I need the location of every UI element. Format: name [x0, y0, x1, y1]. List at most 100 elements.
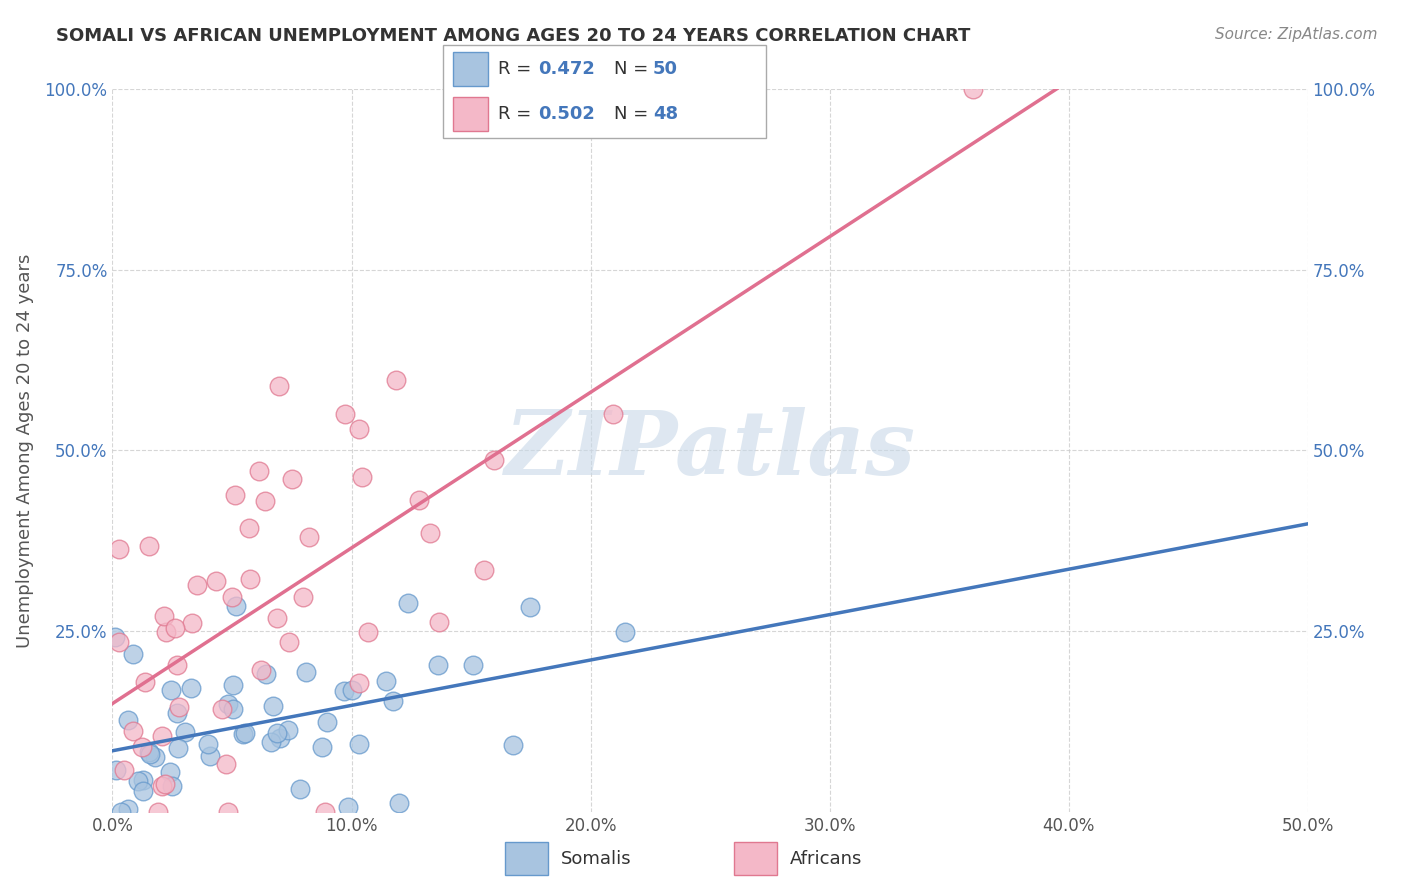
Point: [132, 772, 155, 787]
Text: 48: 48: [654, 105, 678, 123]
Point: [614, 625, 637, 640]
Point: [174, 724, 197, 739]
Point: [205, 574, 228, 588]
Point: [519, 599, 541, 614]
Point: [181, 615, 204, 630]
Point: [266, 726, 288, 740]
Point: [169, 699, 191, 714]
Point: [340, 683, 363, 698]
Point: [298, 530, 321, 544]
Point: [153, 777, 176, 791]
Bar: [453, 97, 488, 131]
Point: [110, 805, 132, 819]
Point: [138, 539, 160, 553]
Text: ZIPatlas: ZIPatlas: [505, 408, 915, 493]
Point: [461, 657, 484, 672]
Point: [180, 681, 202, 696]
Point: [162, 780, 184, 794]
Point: [427, 615, 450, 629]
Point: [211, 702, 233, 716]
Point: [224, 488, 246, 502]
Point: [148, 805, 170, 819]
Point: [138, 747, 160, 761]
Point: [150, 780, 173, 794]
Point: [314, 805, 336, 819]
Point: [134, 675, 156, 690]
Point: [962, 82, 984, 96]
Point: [472, 563, 495, 577]
Point: [166, 706, 188, 721]
Point: [502, 738, 524, 752]
Point: [311, 740, 333, 755]
Point: [239, 572, 262, 586]
Point: [155, 625, 177, 640]
Point: [482, 453, 505, 467]
Point: [152, 729, 174, 743]
Point: [419, 526, 441, 541]
Point: [152, 609, 174, 624]
Point: [225, 599, 247, 613]
Point: [277, 723, 299, 738]
Point: [221, 591, 243, 605]
Point: [352, 469, 374, 483]
Point: [396, 596, 419, 610]
Text: N =: N =: [614, 60, 654, 78]
Point: [143, 750, 166, 764]
Point: [167, 740, 190, 755]
Point: [217, 805, 239, 819]
Point: [347, 422, 370, 436]
Text: R =: R =: [498, 105, 537, 123]
Text: 50: 50: [654, 60, 678, 78]
FancyBboxPatch shape: [443, 45, 766, 138]
Point: [222, 701, 245, 715]
Point: [388, 796, 411, 810]
Point: [269, 731, 291, 746]
Point: [107, 635, 129, 649]
Point: [122, 724, 145, 739]
Point: [233, 725, 256, 739]
Bar: [734, 842, 778, 874]
Point: [117, 713, 139, 727]
Text: 0.472: 0.472: [538, 60, 595, 78]
Point: [198, 748, 221, 763]
Point: [266, 611, 288, 625]
Point: [288, 781, 311, 796]
Point: [238, 521, 260, 535]
Point: [602, 407, 624, 421]
Text: Africans: Africans: [790, 849, 862, 868]
Text: 0.502: 0.502: [538, 105, 595, 123]
Bar: [505, 842, 548, 874]
Point: [262, 699, 284, 714]
Point: [131, 784, 153, 798]
Point: [315, 715, 337, 730]
Point: [408, 492, 430, 507]
Point: [197, 737, 219, 751]
Point: [336, 800, 359, 814]
Point: [160, 682, 183, 697]
Y-axis label: Unemployment Among Ages 20 to 24 years: Unemployment Among Ages 20 to 24 years: [15, 253, 34, 648]
Point: [215, 757, 238, 772]
Text: SOMALI VS AFRICAN UNEMPLOYMENT AMONG AGES 20 TO 24 YEARS CORRELATION CHART: SOMALI VS AFRICAN UNEMPLOYMENT AMONG AGE…: [56, 27, 970, 45]
Text: N =: N =: [614, 105, 654, 123]
Point: [138, 745, 160, 759]
Bar: [453, 52, 488, 86]
Point: [112, 763, 135, 777]
Point: [277, 634, 299, 648]
Point: [104, 763, 127, 777]
Point: [127, 773, 149, 788]
Point: [166, 658, 188, 673]
Point: [221, 678, 243, 692]
Point: [104, 630, 127, 644]
Point: [250, 663, 273, 677]
Text: Somalis: Somalis: [561, 849, 631, 868]
Text: Source: ZipAtlas.com: Source: ZipAtlas.com: [1215, 27, 1378, 42]
Point: [253, 493, 276, 508]
Point: [384, 373, 406, 387]
Text: R =: R =: [498, 60, 537, 78]
Point: [381, 694, 404, 708]
Point: [247, 464, 270, 478]
Point: [295, 665, 318, 680]
Point: [426, 658, 449, 673]
Point: [269, 378, 291, 392]
Point: [217, 698, 239, 712]
